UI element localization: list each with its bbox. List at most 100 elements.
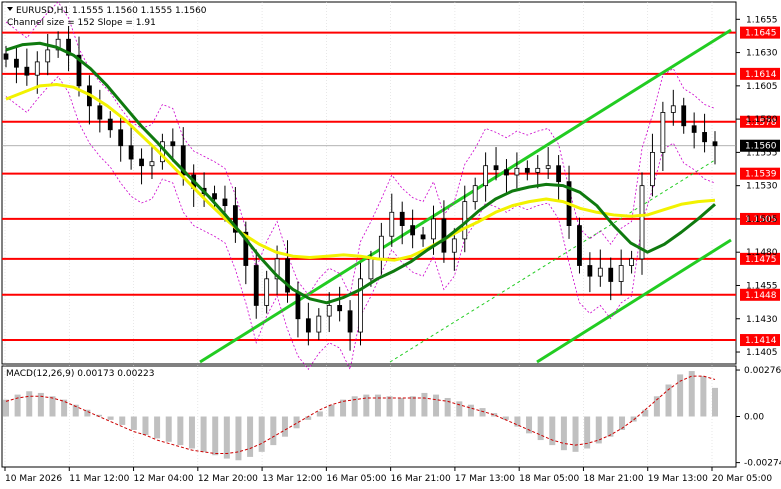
candle-body [712,141,718,147]
candle-body [670,105,676,113]
macd-bar [270,416,277,446]
candle-body [389,211,395,237]
candle-body [274,258,280,280]
level-label-box [740,288,780,301]
macd-bar [212,416,219,456]
candle-body [577,225,582,266]
candle-body [118,129,124,147]
macd-bar [491,413,498,417]
macd-bar [607,416,614,437]
chart-menu-triangle-icon[interactable] [7,7,13,11]
macd-bar [154,416,161,439]
time-tick-label: 20 Mar 05:00 [712,474,772,484]
candle-body [232,205,238,233]
macd-bar [619,416,626,430]
macd-plot: 0.00276 0.00 -0.00274 [3,366,781,469]
candle-body [170,141,176,147]
macd-label: MACD(12,26,9) 0.00173 0.00223 [6,369,155,379]
level-label: 1.1614 [745,70,777,80]
chart-title: EURUSD,H1 1.1555 1.1560 1.1555 1.1560 [16,6,207,16]
time-axis: 10 Mar 2026 11 Mar 12:00 12 Mar 04:00 12 Ma… [4,467,772,484]
price-tick-label: 1.1605 [746,82,778,92]
macd-bar [665,384,672,417]
candle-body [358,278,363,333]
macd-bar [305,416,312,420]
level-label-box [740,212,780,225]
macd-bar [444,397,451,417]
candle-body [441,218,447,253]
level-label: 1.1505 [745,215,777,225]
macd-bar [37,392,44,417]
candle-body [253,265,259,306]
candle-body [691,125,697,133]
level-label: 1.1645 [745,29,777,39]
candle-body [650,151,655,187]
candle-body [149,161,155,167]
price-tick-label: 1.1580 [746,115,778,125]
macd-bar [572,416,579,452]
moving-averages [5,41,716,305]
candle-body [681,105,687,127]
macd-tick-label: 0.00276 [744,366,781,376]
candle-body [45,49,51,63]
macd-bar [49,396,56,417]
macd-bar [119,416,126,425]
candle-body [556,165,562,183]
macd-bar [514,416,521,427]
macd-bar [653,396,660,417]
candle-body [702,132,707,143]
level-label: 1.1475 [745,255,777,265]
candle-body [483,165,489,187]
candle-body [597,267,603,277]
candle-body [608,267,614,282]
price-tick-label: 1.1430 [746,315,778,325]
macd-bar [281,416,288,437]
current-price-label: 1.1560 [745,142,777,152]
time-tick-label: 18 Mar 05:00 [519,474,579,484]
price-channel [199,28,732,364]
time-tick-label: 17 Mar 13:00 [455,474,515,484]
support-resistance-levels: 1.1645 1.1614 1.1578 1.1539 1.1505 1.1475 1.14… [2,26,780,347]
candle-body [618,265,624,282]
macd-bar [142,416,149,436]
candle-body [337,305,343,312]
macd-bar [130,416,137,430]
macd-bar [84,409,91,417]
time-tick-label: 19 Mar 13:00 [648,474,708,484]
candle-body [66,38,71,56]
macd-tick-label: 0.00 [744,413,764,423]
time-tick-label: 12 Mar 04:00 [134,474,194,484]
price-axis: 1.1655 1.1630 1.1605 1.1580 1.1555 1.1530 1.15… [736,15,778,358]
level-label-box [740,115,780,128]
macd-bar [340,399,347,417]
candle-body [545,165,551,169]
level-label: 1.1578 [745,118,777,128]
candle-body [378,235,384,260]
macd-bar [374,394,381,417]
macd-bar [14,394,21,417]
candle-body [316,315,322,333]
macd-bar [479,408,486,417]
candle-body [639,185,645,260]
time-tick-label: 13 Mar 12:00 [262,474,322,484]
candle-body [504,169,509,176]
macd-bar [235,416,242,461]
candle-body [128,145,134,160]
price-panel [1,1,737,365]
level-label: 1.1539 [745,170,777,180]
candle-body [524,167,530,173]
macd-bar [467,404,474,417]
candle-body [34,61,40,76]
envelope-upper [5,1,716,297]
channel-mid-line [389,159,716,363]
macd-bar [328,404,335,417]
price-tick-label: 1.1630 [746,49,778,59]
channel-info: Channel size = 152 Slope = 1.91 [7,18,156,28]
candle-body [243,231,249,266]
candle-body [24,66,30,76]
candle-body [139,158,144,167]
time-tick-label: 16 Mar 21:00 [391,474,451,484]
price-tick-label: 1.1455 [746,281,778,291]
time-tick-label: 18 Mar 21:00 [583,474,643,484]
candle-body [410,225,416,236]
